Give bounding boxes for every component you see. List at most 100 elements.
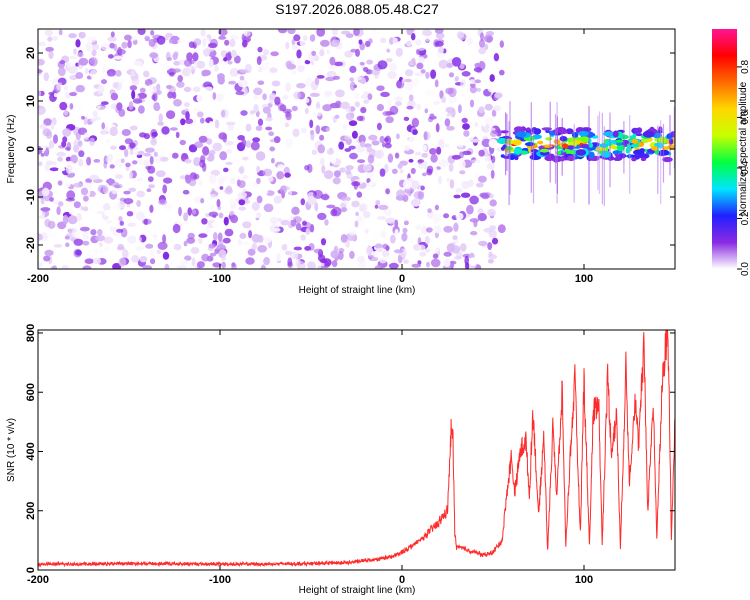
spectrogram-cell bbox=[404, 69, 414, 77]
spectrogram-cell bbox=[376, 122, 382, 131]
spectrogram-cell bbox=[239, 75, 245, 81]
spectrogram-cell bbox=[291, 38, 296, 46]
snr-frame bbox=[37, 329, 676, 571]
spectrogram-cell bbox=[135, 246, 145, 251]
spectrogram-cell bbox=[138, 105, 145, 114]
spectrogram-cell bbox=[530, 102, 532, 193]
spectrogram-cell bbox=[391, 168, 398, 174]
spectrogram-cell bbox=[213, 232, 218, 241]
spectrogram-cell bbox=[67, 215, 78, 225]
spectrogram-cell bbox=[56, 82, 63, 91]
spectrogram-cell bbox=[316, 151, 326, 161]
spectrogram-cell bbox=[229, 68, 239, 77]
spectrogram-cell bbox=[90, 229, 97, 236]
spectrogram-cell bbox=[218, 212, 224, 219]
spectrogram-cell bbox=[483, 227, 493, 233]
spectrogram-cell bbox=[253, 95, 259, 100]
spectrogram-cell bbox=[295, 222, 302, 231]
spectrogram-cell bbox=[316, 75, 325, 79]
spectrogram-cell bbox=[488, 138, 498, 149]
spectrogram-cell bbox=[107, 178, 113, 186]
colorbar-tick-label: 0.2 bbox=[740, 211, 750, 225]
spectrogram-cell bbox=[444, 118, 451, 127]
spectrogram-cell bbox=[137, 29, 146, 35]
spectrogram-cell bbox=[319, 49, 325, 57]
spectrogram-cell bbox=[180, 118, 186, 126]
spectrogram-cell bbox=[136, 190, 145, 198]
spectrogram-cell bbox=[61, 264, 69, 269]
spectrogram-cell bbox=[119, 145, 126, 151]
spectrogram-cell bbox=[109, 126, 118, 137]
spectrogram-cell bbox=[235, 91, 245, 96]
spectrogram-cell bbox=[208, 121, 214, 127]
spectrogram-cell bbox=[247, 248, 256, 256]
spectrogram-cell bbox=[216, 199, 221, 208]
spectrogram-cell bbox=[304, 107, 309, 115]
spectrogram-cell bbox=[66, 61, 73, 68]
spectrogram-cell bbox=[214, 248, 219, 255]
spectrogram-cell bbox=[109, 225, 114, 232]
spectrogram-cell bbox=[78, 158, 84, 167]
spectrogram-cell bbox=[120, 158, 125, 163]
spectrogram-cell bbox=[326, 49, 330, 55]
spectrogram-cell bbox=[375, 149, 384, 160]
spectrogram-cell bbox=[320, 262, 325, 267]
spectrogram-cell bbox=[323, 188, 331, 193]
spectrogram-cell bbox=[215, 93, 224, 102]
spectrogram-cell bbox=[399, 169, 404, 174]
spectrogram-cell bbox=[524, 142, 535, 147]
spectrogram-cell bbox=[217, 73, 225, 81]
spectrogram-cell bbox=[457, 140, 464, 148]
spectrogram-cell bbox=[386, 57, 393, 63]
spectrogram-cell bbox=[196, 111, 204, 118]
spectrogram-cell bbox=[356, 115, 364, 121]
spectrogram-cell bbox=[177, 75, 183, 83]
spectrogram-cell bbox=[219, 186, 224, 190]
spectrogram-cell bbox=[258, 68, 262, 73]
spectrogram-cell bbox=[360, 195, 366, 200]
spectrogram-cell bbox=[160, 156, 169, 162]
spectrogram-cell bbox=[64, 235, 70, 240]
spectrogram-cell bbox=[64, 109, 68, 116]
spectrogram-cell bbox=[344, 210, 354, 217]
spectrogram-cell bbox=[306, 261, 316, 269]
spectrogram-cell bbox=[59, 60, 66, 65]
spectrogram-cell bbox=[136, 177, 143, 182]
spectrogram-cell bbox=[300, 198, 306, 206]
spectrogram-cell bbox=[446, 125, 455, 131]
spectrogram-cell bbox=[484, 103, 493, 111]
spectrogram-cell bbox=[183, 212, 189, 222]
spectrogram-cell bbox=[82, 231, 90, 240]
spectrogram-cell bbox=[390, 234, 396, 244]
spectrogram-cell bbox=[408, 60, 415, 66]
spectrogram-cell bbox=[193, 107, 199, 115]
spectrogram-cell bbox=[588, 143, 594, 148]
spectrogram-cell bbox=[444, 143, 450, 148]
spectrogram-cell bbox=[355, 211, 360, 217]
spectrogram-cell bbox=[380, 91, 390, 98]
spectrogram-cell bbox=[368, 181, 373, 186]
spectrogram-cell bbox=[176, 265, 187, 269]
spectrogram-cell bbox=[359, 224, 369, 231]
spectrogram-cell bbox=[161, 126, 170, 135]
spectrogram-cell bbox=[165, 32, 173, 38]
spectrogram-cell bbox=[255, 125, 263, 131]
spectrogram-cell bbox=[615, 154, 621, 158]
spectrogram-cell bbox=[425, 35, 430, 43]
spectrogram-cell bbox=[85, 42, 93, 52]
spectrogram-cell bbox=[512, 139, 522, 146]
spectrogram-cell bbox=[109, 164, 115, 169]
spectrogram-cell bbox=[316, 265, 322, 269]
spectrogram-cell bbox=[344, 148, 352, 152]
spectrogram-cell bbox=[434, 29, 444, 34]
spectrogram-cell bbox=[326, 148, 335, 155]
spectrogram-cell bbox=[296, 82, 306, 89]
spectrogram-cell bbox=[157, 241, 168, 250]
spectrogram-cell bbox=[241, 241, 250, 246]
spectrogram-cell bbox=[229, 38, 236, 48]
spectrogram-cell bbox=[40, 198, 45, 205]
spectrogram-cell bbox=[477, 213, 487, 222]
spectrogram-cell bbox=[367, 93, 373, 101]
spectrogram-cell bbox=[116, 102, 123, 111]
spectrogram-cell bbox=[354, 220, 359, 228]
